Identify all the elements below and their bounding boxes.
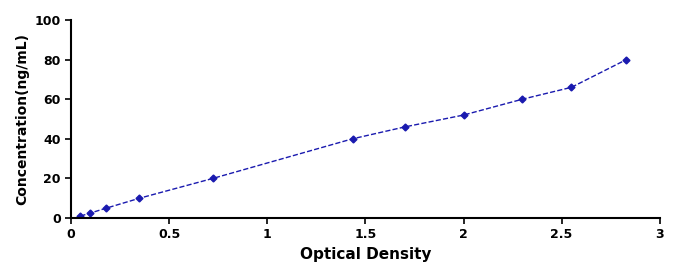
Y-axis label: Concentration(ng/mL): Concentration(ng/mL) bbox=[15, 33, 29, 205]
X-axis label: Optical Density: Optical Density bbox=[299, 247, 431, 262]
